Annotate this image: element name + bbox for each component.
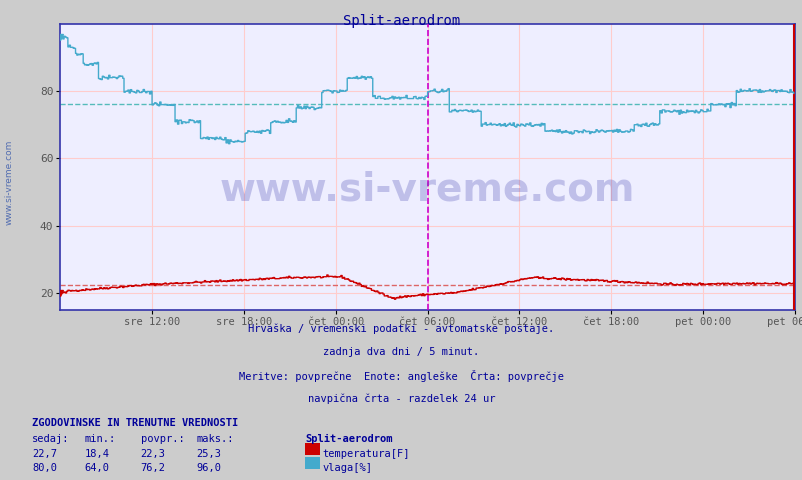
Text: Hrvaška / vremenski podatki - avtomatske postaje.: Hrvaška / vremenski podatki - avtomatske… [248, 324, 554, 335]
Text: 18,4: 18,4 [84, 449, 109, 459]
Text: maks.:: maks.: [196, 434, 234, 444]
Text: povpr.:: povpr.: [140, 434, 184, 444]
Text: www.si-vreme.com: www.si-vreme.com [4, 140, 14, 225]
Text: Split-aerodrom: Split-aerodrom [305, 434, 392, 444]
Text: vlaga[%]: vlaga[%] [322, 463, 372, 473]
Text: navpična črta - razdelek 24 ur: navpična črta - razdelek 24 ur [307, 393, 495, 404]
Text: 25,3: 25,3 [196, 449, 221, 459]
Text: 64,0: 64,0 [84, 463, 109, 473]
Text: ZGODOVINSKE IN TRENUTNE VREDNOSTI: ZGODOVINSKE IN TRENUTNE VREDNOSTI [32, 418, 238, 428]
Text: 96,0: 96,0 [196, 463, 221, 473]
Text: temperatura[F]: temperatura[F] [322, 449, 410, 459]
Text: 76,2: 76,2 [140, 463, 165, 473]
Text: Split-aerodrom: Split-aerodrom [342, 14, 460, 28]
Text: zadnja dva dni / 5 minut.: zadnja dva dni / 5 minut. [323, 347, 479, 357]
Text: www.si-vreme.com: www.si-vreme.com [220, 171, 634, 209]
Text: Meritve: povprečne  Enote: angleške  Črta: povprečje: Meritve: povprečne Enote: angleške Črta:… [239, 370, 563, 382]
Text: sedaj:: sedaj: [32, 434, 70, 444]
Text: 80,0: 80,0 [32, 463, 57, 473]
Text: 22,3: 22,3 [140, 449, 165, 459]
Text: 22,7: 22,7 [32, 449, 57, 459]
Text: min.:: min.: [84, 434, 115, 444]
